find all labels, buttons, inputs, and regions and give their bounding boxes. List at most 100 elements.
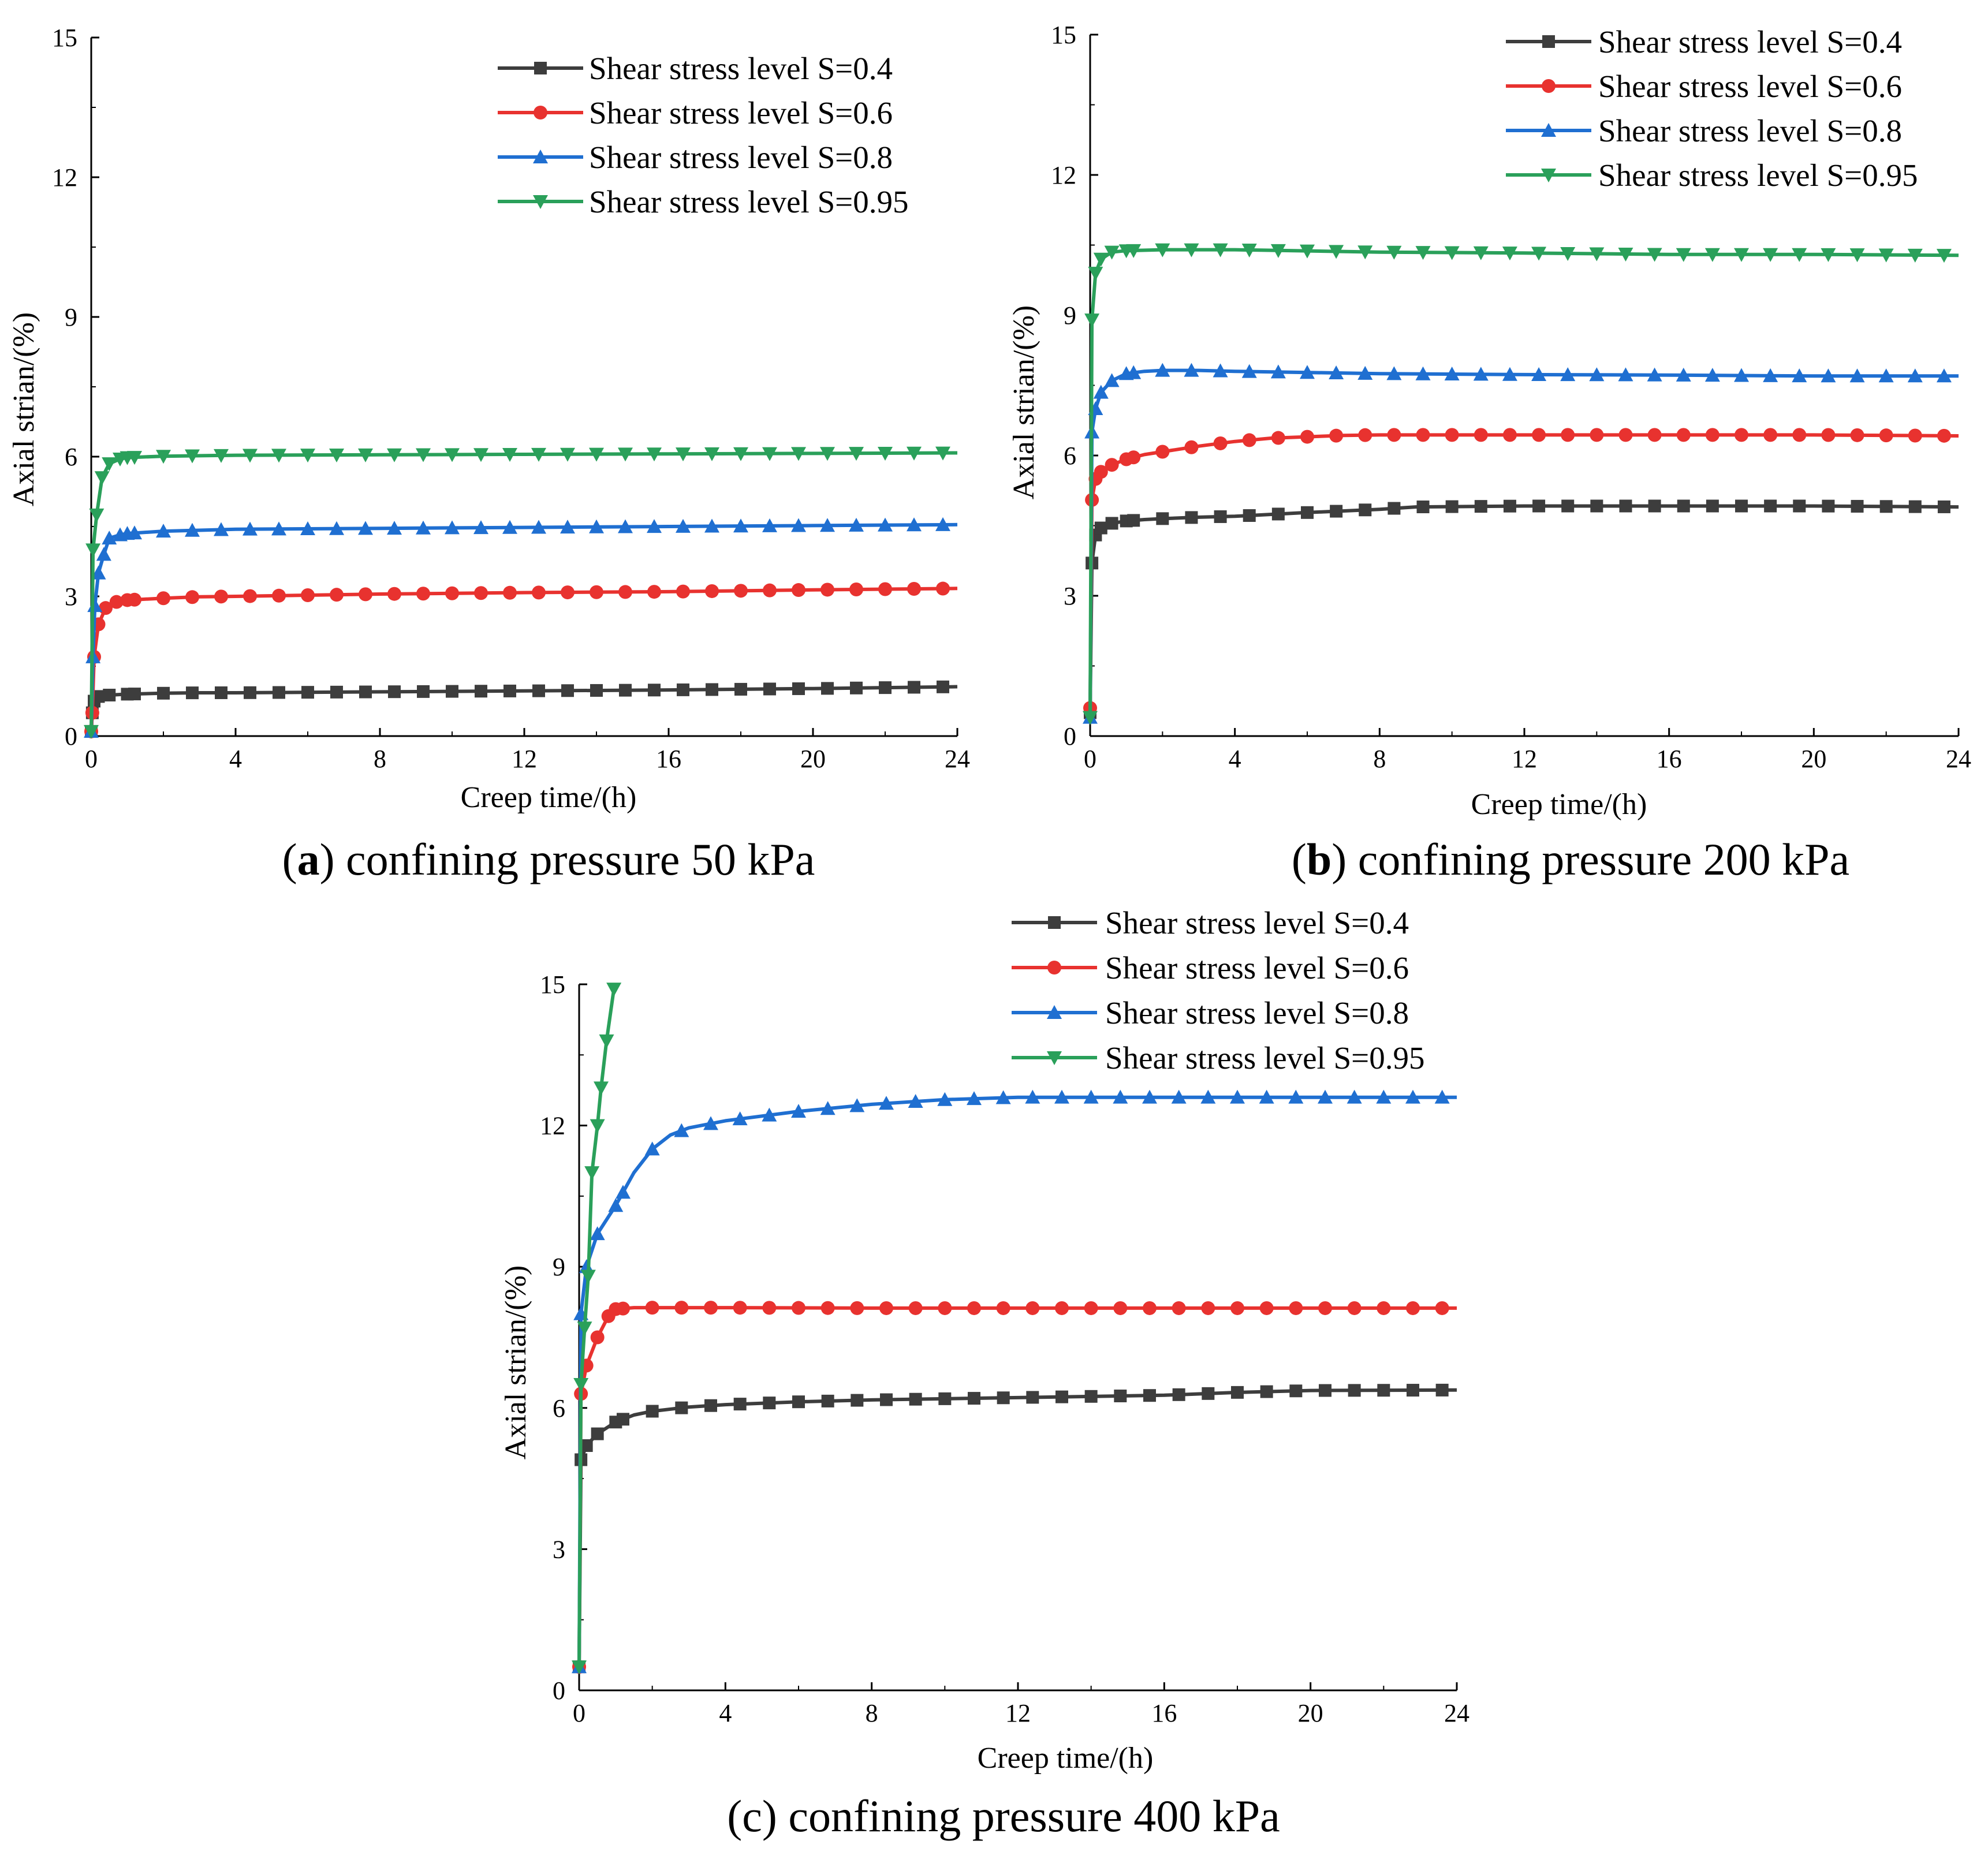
legend-marker xyxy=(1048,916,1061,929)
data-point xyxy=(995,1090,1011,1104)
data-point xyxy=(359,587,372,602)
data-point xyxy=(734,682,747,696)
data-point xyxy=(733,1398,747,1411)
data-point xyxy=(590,1119,605,1133)
data-point xyxy=(1084,313,1100,328)
data-point xyxy=(1105,458,1119,472)
data-point xyxy=(907,582,921,596)
legend-marker xyxy=(534,62,547,74)
data-point xyxy=(1792,248,1807,262)
series-2 xyxy=(1083,428,1959,715)
data-point xyxy=(243,589,257,603)
x-tick-label: 0 xyxy=(573,1699,585,1727)
series-1 xyxy=(85,680,958,738)
data-point xyxy=(1271,431,1285,445)
data-point xyxy=(572,1660,587,1675)
data-point xyxy=(1704,248,1720,262)
data-point xyxy=(1156,512,1169,525)
data-point xyxy=(618,585,632,599)
y-tick-label: 9 xyxy=(65,303,77,331)
data-point xyxy=(1348,1384,1361,1397)
data-point xyxy=(1908,500,1922,513)
data-point xyxy=(820,583,834,597)
data-point xyxy=(1763,248,1778,262)
data-point xyxy=(1113,1301,1128,1315)
data-point xyxy=(580,1439,593,1453)
data-point xyxy=(851,1394,864,1407)
data-point xyxy=(647,447,662,462)
data-point xyxy=(879,1301,893,1315)
data-point xyxy=(502,520,517,534)
data-point xyxy=(704,1399,717,1412)
data-point xyxy=(96,547,111,561)
data-point xyxy=(359,685,372,699)
data-point xyxy=(674,1123,689,1137)
data-point xyxy=(762,1107,777,1122)
data-point xyxy=(647,519,662,533)
data-point xyxy=(1088,267,1103,281)
data-point xyxy=(674,1301,689,1315)
data-point xyxy=(300,449,315,463)
data-point xyxy=(573,1378,589,1392)
data-point xyxy=(271,449,286,463)
x-tick-label: 4 xyxy=(719,1699,732,1727)
data-point xyxy=(1705,428,1720,442)
data-point xyxy=(821,682,834,695)
data-point xyxy=(1105,517,1118,530)
x-axis-label-c: Creep time/(h) xyxy=(978,1742,1154,1775)
data-point xyxy=(1377,1301,1391,1315)
data-point xyxy=(909,1392,922,1406)
data-point xyxy=(561,684,574,697)
x-tick-label: 20 xyxy=(1298,1699,1323,1727)
data-point xyxy=(1055,1390,1068,1403)
x-tick-label: 8 xyxy=(866,1699,878,1727)
data-point xyxy=(733,1301,747,1315)
y-tick-label: 6 xyxy=(1064,442,1076,470)
data-point xyxy=(214,522,229,536)
data-point xyxy=(1618,247,1633,262)
data-point xyxy=(1184,243,1199,257)
data-point xyxy=(186,686,199,700)
x-tick-label: 0 xyxy=(85,745,98,773)
data-point xyxy=(1561,428,1575,442)
data-point xyxy=(792,1301,805,1315)
data-point xyxy=(1260,1385,1273,1398)
data-point xyxy=(733,447,748,461)
data-point xyxy=(1388,502,1401,515)
data-point xyxy=(1288,1089,1304,1104)
data-point xyxy=(1213,363,1228,378)
data-point xyxy=(273,686,285,699)
data-point xyxy=(214,449,229,463)
data-point xyxy=(1473,367,1489,381)
y-tick-label: 0 xyxy=(553,1676,565,1705)
data-point xyxy=(301,686,314,699)
data-point xyxy=(762,447,777,461)
data-point xyxy=(1503,499,1516,513)
data-point xyxy=(1171,1089,1187,1104)
data-point xyxy=(792,583,805,598)
data-point xyxy=(1406,1301,1420,1315)
data-point xyxy=(1094,521,1107,535)
data-point xyxy=(1387,428,1401,442)
data-point xyxy=(387,448,402,462)
data-point xyxy=(763,1397,776,1410)
data-point xyxy=(532,684,545,697)
data-point xyxy=(157,686,170,700)
data-point xyxy=(1676,248,1691,262)
plot-area-b: 0 4 8 12 16 20 24 0 3 6 9 12 15 xyxy=(1051,21,1971,773)
data-point xyxy=(475,685,487,698)
data-point xyxy=(387,587,401,601)
data-point xyxy=(1289,1301,1303,1315)
data-point xyxy=(329,521,344,535)
caption-b-text: ) confining pressure 200 kPa xyxy=(1331,834,1849,884)
series-line xyxy=(89,522,958,731)
data-point xyxy=(606,983,622,997)
data-point xyxy=(128,688,141,701)
data-point xyxy=(850,681,863,694)
x-tick-label: 24 xyxy=(1444,1699,1469,1727)
data-point xyxy=(1444,246,1460,260)
data-point xyxy=(1560,367,1576,382)
caption-c-letter: c xyxy=(742,1791,762,1841)
data-point xyxy=(99,601,113,615)
data-point xyxy=(185,590,199,604)
